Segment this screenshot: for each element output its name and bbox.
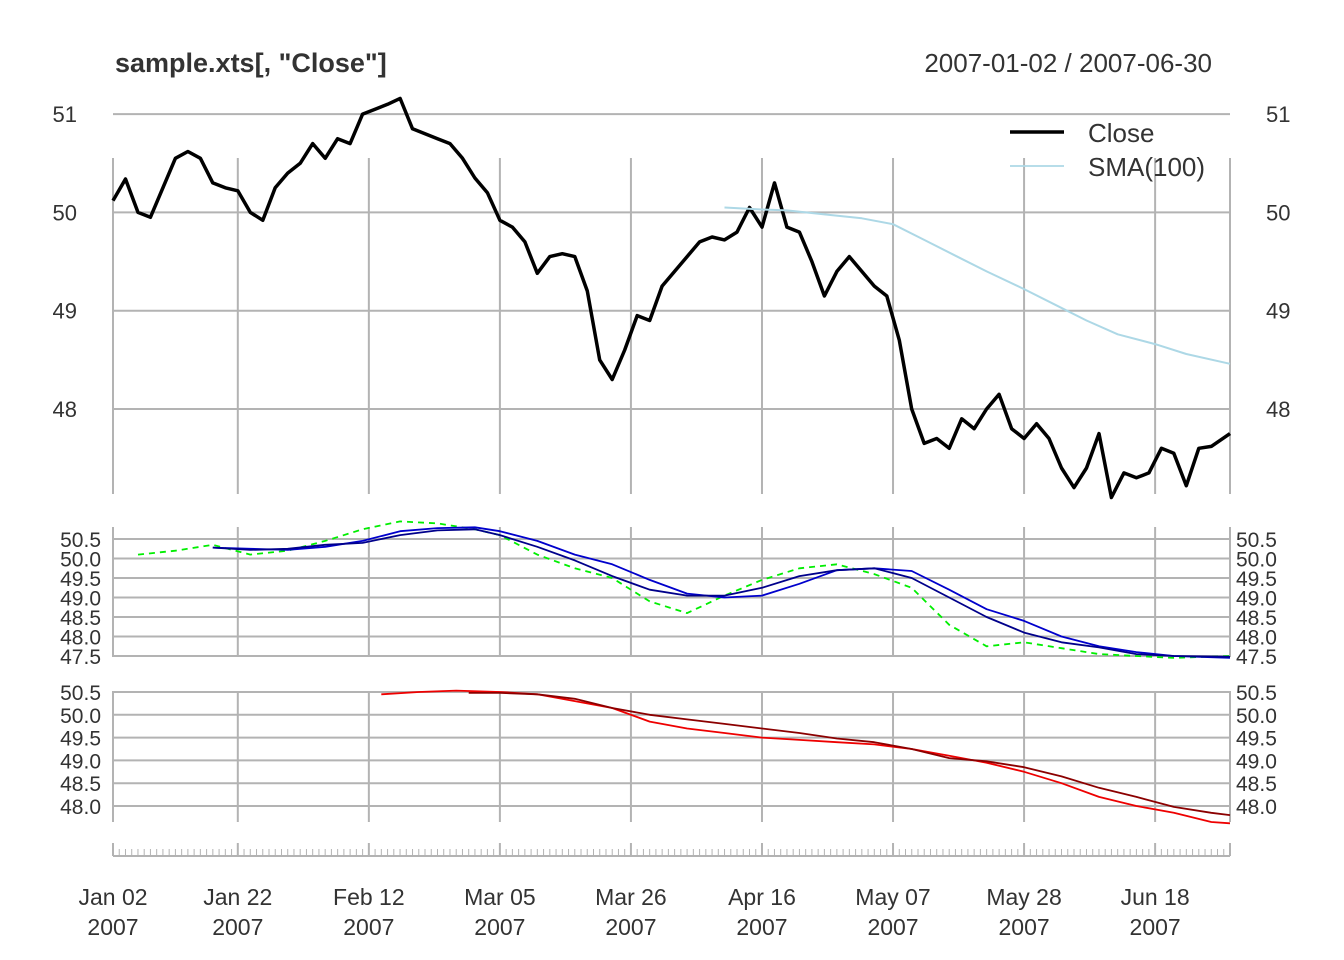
x-tick-label: Mar 05 xyxy=(464,884,536,910)
y-tick-label-right: 49.0 xyxy=(1236,750,1277,773)
y-tick-label-left: 48.0 xyxy=(60,796,101,819)
y-tick-label-left: 48.0 xyxy=(60,627,101,650)
series-line-sma-100- xyxy=(724,206,1231,365)
x-tick-label: May 28 xyxy=(986,884,1061,910)
x-tick-year-label: 2007 xyxy=(867,914,918,940)
series-line-red xyxy=(381,689,1231,825)
legend-label-close: Close xyxy=(1088,118,1154,148)
y-tick-label-left: 51 xyxy=(53,102,77,127)
y-tick-label-left: 48.5 xyxy=(60,607,101,630)
x-tick-year-label: 2007 xyxy=(605,914,656,940)
series-line-close xyxy=(111,96,1231,500)
x-tick-label: May 07 xyxy=(855,884,930,910)
y-tick-label-right: 49 xyxy=(1266,299,1290,324)
x-tick-year-label: 2007 xyxy=(736,914,787,940)
y-tick-label-left: 49.5 xyxy=(60,568,101,591)
y-tick-label-left: 49.0 xyxy=(60,588,101,611)
series-line-dark-blue xyxy=(212,528,1231,658)
x-tick-label: Jun 18 xyxy=(1121,884,1190,910)
y-tick-label-right: 50.5 xyxy=(1236,529,1277,552)
y-tick-label-right: 50.0 xyxy=(1236,549,1277,572)
y-tick-label-right: 50.5 xyxy=(1236,682,1277,705)
legend: Close SMA(100) xyxy=(1010,118,1205,182)
series-line-dark-red xyxy=(468,692,1231,816)
x-tick-label: Feb 12 xyxy=(333,884,405,910)
y-tick-label-right: 49.5 xyxy=(1236,728,1277,751)
y-tick-label-left: 50.0 xyxy=(60,549,101,572)
y-tick-label-left: 49 xyxy=(53,299,77,324)
y-tick-label-left: 50.0 xyxy=(60,705,101,728)
x-tick-label: Apr 16 xyxy=(728,884,796,910)
series-line-blue xyxy=(212,526,1231,659)
y-tick-label-right: 50.0 xyxy=(1236,705,1277,728)
y-tick-label-left: 48.5 xyxy=(60,773,101,796)
x-tick-label: Mar 26 xyxy=(595,884,667,910)
chart-title: sample.xts[, "Close"] xyxy=(115,48,387,78)
y-tick-label-left: 49.0 xyxy=(60,750,101,773)
y-tick-label-right: 48.5 xyxy=(1236,607,1277,630)
x-tick-year-label: 2007 xyxy=(1130,914,1181,940)
date-range: 2007-01-02 / 2007-06-30 xyxy=(924,48,1212,78)
x-tick-year-label: 2007 xyxy=(87,914,138,940)
y-tick-label-left: 50.5 xyxy=(60,529,101,552)
x-tick-label: Jan 22 xyxy=(203,884,272,910)
y-tick-label-left: 48 xyxy=(53,397,77,422)
y-tick-label-right: 51 xyxy=(1266,102,1290,127)
y-tick-label-left: 49.5 xyxy=(60,728,101,751)
y-tick-label-right: 49.0 xyxy=(1236,588,1277,611)
x-tick-year-label: 2007 xyxy=(343,914,394,940)
y-tick-label-right: 50 xyxy=(1266,200,1290,225)
y-tick-label-right: 47.5 xyxy=(1236,646,1277,669)
x-tick-year-label: 2007 xyxy=(998,914,1049,940)
x-tick-label: Jan 02 xyxy=(78,884,147,910)
y-tick-label-left: 47.5 xyxy=(60,646,101,669)
y-tick-label-right: 48.0 xyxy=(1236,796,1277,819)
series-line-green-dashed xyxy=(137,520,1231,659)
x-tick-year-label: 2007 xyxy=(212,914,263,940)
y-tick-label-right: 49.5 xyxy=(1236,568,1277,591)
y-tick-label-right: 48 xyxy=(1266,397,1290,422)
y-tick-label-left: 50.5 xyxy=(60,682,101,705)
y-tick-label-left: 50 xyxy=(53,200,77,225)
legend-label-sma: SMA(100) xyxy=(1088,152,1205,182)
x-tick-year-label: 2007 xyxy=(474,914,525,940)
series-layer xyxy=(111,96,1231,825)
y-tick-label-right: 48.0 xyxy=(1236,627,1277,650)
y-tick-label-right: 48.5 xyxy=(1236,773,1277,796)
grid xyxy=(112,113,1231,857)
